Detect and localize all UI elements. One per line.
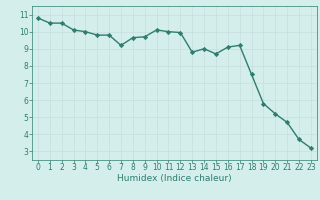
X-axis label: Humidex (Indice chaleur): Humidex (Indice chaleur) (117, 174, 232, 183)
